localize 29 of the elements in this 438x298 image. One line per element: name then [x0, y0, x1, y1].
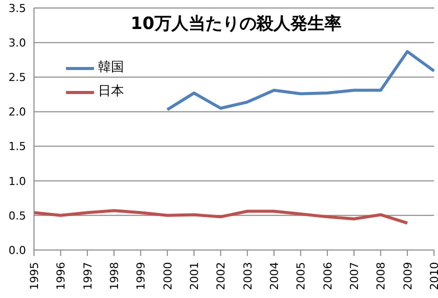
x-tick-label: 2009 — [401, 262, 414, 290]
y-tick-label: 1.0 — [8, 174, 26, 188]
x-tick-label: 2001 — [188, 262, 201, 290]
chart-title: 10万人当たりの殺人発生率 — [130, 14, 342, 34]
x-tick-label: 1995 — [28, 262, 41, 290]
x-tick-label: 2002 — [214, 262, 228, 290]
legend-label: 韓国 — [98, 59, 124, 77]
x-tick-label: 2008 — [374, 262, 388, 290]
line-series — [32, 209, 409, 225]
x-tick-label: 2004 — [268, 262, 281, 290]
x-tick-label: 2007 — [348, 262, 361, 290]
line-series — [166, 50, 436, 112]
y-tick-label: 0.5 — [8, 209, 26, 222]
x-tick-label: 1997 — [81, 262, 94, 290]
y-tick-label: 3.0 — [8, 36, 26, 50]
x-tick-label: 2006 — [321, 262, 334, 290]
x-tick-label: 2005 — [294, 262, 308, 290]
y-tick-label: 2.0 — [8, 106, 26, 119]
y-tick-label: 3.5 — [8, 2, 26, 15]
y-tick-label: 0.0 — [8, 244, 26, 257]
x-tick-label: 2010 — [428, 262, 438, 290]
x-tick-label: 1999 — [134, 262, 148, 290]
x-tick-label: 2003 — [241, 262, 254, 290]
y-tick-label: 1.5 — [8, 140, 26, 154]
x-tick-label: 1998 — [108, 262, 121, 290]
legend-label: 日本 — [98, 83, 124, 101]
x-tick-label: 1996 — [54, 262, 68, 290]
y-tick-label: 2.5 — [8, 71, 26, 84]
x-tick-label: 2000 — [161, 262, 174, 290]
